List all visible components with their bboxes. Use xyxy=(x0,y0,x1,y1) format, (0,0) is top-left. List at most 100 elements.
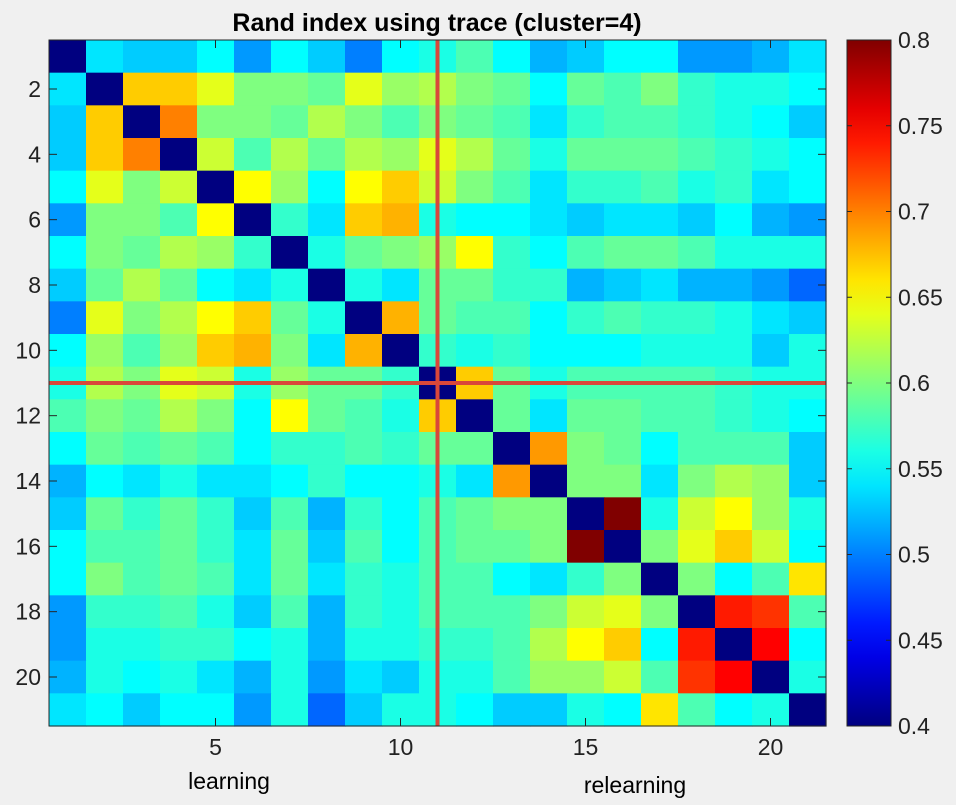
heatmap-cell xyxy=(567,334,605,368)
heatmap-cell xyxy=(271,628,309,662)
heatmap-cell xyxy=(234,497,272,531)
heatmap-cell xyxy=(197,399,235,433)
heatmap-cell xyxy=(234,236,272,270)
heatmap-cell xyxy=(715,497,753,531)
heatmap-cell xyxy=(678,203,716,237)
y-tick-label: 20 xyxy=(15,664,41,690)
heatmap-cell xyxy=(715,138,753,172)
heatmap-cell xyxy=(123,562,161,596)
y-tick-label: 6 xyxy=(28,207,41,233)
heatmap-cell xyxy=(567,660,605,694)
heatmap-cell xyxy=(641,105,679,139)
heatmap-cell xyxy=(308,497,346,531)
heatmap-cell xyxy=(123,464,161,498)
heatmap-cell xyxy=(456,138,494,172)
heatmap-cell xyxy=(567,301,605,335)
heatmap-cell xyxy=(604,432,642,466)
heatmap-cell xyxy=(752,464,790,498)
heatmap-cell xyxy=(752,399,790,433)
heatmap-cell xyxy=(382,236,420,270)
heatmap-cell xyxy=(123,203,161,237)
heatmap-cell xyxy=(456,628,494,662)
heatmap-cell xyxy=(271,138,309,172)
heatmap-cell xyxy=(234,660,272,694)
heatmap-cell xyxy=(789,432,827,466)
heatmap-cell xyxy=(308,301,346,335)
heatmap-cell xyxy=(715,268,753,302)
heatmap-cell xyxy=(715,660,753,694)
heatmap-cell xyxy=(234,693,272,727)
heatmap-cell xyxy=(604,138,642,172)
heatmap-cell xyxy=(160,170,198,204)
heatmap-cell xyxy=(715,530,753,564)
heatmap-cell xyxy=(567,595,605,629)
heatmap-cell xyxy=(715,105,753,139)
heatmap-cell xyxy=(456,464,494,498)
heatmap-cell xyxy=(493,660,531,694)
heatmap-cell xyxy=(456,530,494,564)
heatmap-cell xyxy=(530,693,568,727)
heatmap-cell xyxy=(160,72,198,106)
heatmap-cell xyxy=(752,334,790,368)
y-tick-label: 4 xyxy=(28,141,41,167)
heatmap-cell xyxy=(308,432,346,466)
heatmap-cell xyxy=(271,432,309,466)
heatmap-cell xyxy=(123,105,161,139)
y-tick-label: 14 xyxy=(15,468,41,494)
heatmap-cell xyxy=(271,562,309,596)
heatmap-cell xyxy=(456,399,494,433)
y-tick-label: 18 xyxy=(15,599,41,625)
heatmap-cell xyxy=(604,301,642,335)
heatmap-cell xyxy=(382,432,420,466)
heatmap-cell xyxy=(641,72,679,106)
x-tick-label: 5 xyxy=(209,734,222,760)
heatmap-cell xyxy=(86,138,124,172)
heatmap-cell xyxy=(641,236,679,270)
heatmap-cell xyxy=(123,268,161,302)
heatmap-cell xyxy=(715,562,753,596)
x-group-label-learning: learning xyxy=(188,768,270,794)
heatmap-cell xyxy=(678,693,716,727)
heatmap-cell xyxy=(641,268,679,302)
heatmap-cell xyxy=(197,464,235,498)
heatmap-cell xyxy=(160,660,198,694)
heatmap-cell xyxy=(345,40,383,74)
heatmap-cell xyxy=(308,595,346,629)
heatmap-cell xyxy=(382,660,420,694)
heatmap-cell xyxy=(160,399,198,433)
heatmap-cell xyxy=(715,595,753,629)
y-tick-label: 12 xyxy=(15,403,41,429)
heatmap-cell xyxy=(271,268,309,302)
heatmap-cell xyxy=(678,464,716,498)
heatmap-cell xyxy=(123,530,161,564)
heatmap-cell xyxy=(456,432,494,466)
heatmap-cell xyxy=(715,236,753,270)
heatmap-cell xyxy=(641,660,679,694)
heatmap-cell xyxy=(530,562,568,596)
x-tick-label: 15 xyxy=(573,734,599,760)
heatmap-cell xyxy=(234,399,272,433)
heatmap-cell xyxy=(271,170,309,204)
heatmap-cell xyxy=(604,40,642,74)
heatmap-cell xyxy=(308,203,346,237)
heatmap-cell xyxy=(197,138,235,172)
heatmap-cell xyxy=(382,72,420,106)
heatmap-cell xyxy=(86,40,124,74)
heatmap-cell xyxy=(197,334,235,368)
heatmap-cell xyxy=(123,628,161,662)
heatmap-cell xyxy=(530,170,568,204)
heatmap-cell xyxy=(493,562,531,596)
heatmap-cell xyxy=(752,530,790,564)
heatmap-cell xyxy=(123,660,161,694)
heatmap-cell xyxy=(789,693,827,727)
heatmap-cell xyxy=(271,105,309,139)
heatmap-cell xyxy=(641,595,679,629)
heatmap-cell xyxy=(49,628,87,662)
heatmap-cell xyxy=(678,595,716,629)
heatmap-cell xyxy=(345,268,383,302)
heatmap-cell xyxy=(160,432,198,466)
heatmap-cell xyxy=(493,72,531,106)
heatmap-cell xyxy=(382,595,420,629)
heatmap-cell xyxy=(604,464,642,498)
